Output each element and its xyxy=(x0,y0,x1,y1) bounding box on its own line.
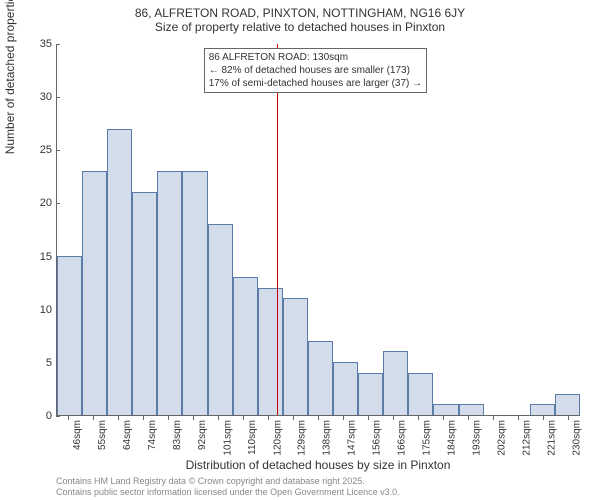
annotation-line3: 17% of semi-detached houses are larger (… xyxy=(209,77,422,90)
x-tick-mark xyxy=(193,416,194,420)
bar xyxy=(283,298,308,415)
x-tick-mark xyxy=(318,416,319,420)
x-tick-mark xyxy=(418,416,419,420)
y-axis: 05101520253035 xyxy=(0,44,56,416)
x-tick-mark xyxy=(343,416,344,420)
bar xyxy=(258,288,283,415)
bar xyxy=(333,362,358,415)
x-tick-label: 64sqm xyxy=(122,420,133,450)
x-tick-mark xyxy=(93,416,94,420)
bar xyxy=(433,404,458,415)
annotation-line1: 86 ALFRETON ROAD: 130sqm xyxy=(209,51,422,64)
y-tick-label: 15 xyxy=(40,251,52,263)
x-tick-mark xyxy=(518,416,519,420)
footer-attribution: Contains HM Land Registry data © Crown c… xyxy=(56,476,400,498)
x-tick-mark xyxy=(493,416,494,420)
x-tick-mark xyxy=(268,416,269,420)
x-tick-label: 147sqm xyxy=(347,420,358,456)
marker-line xyxy=(277,44,278,415)
x-tick-label: 166sqm xyxy=(397,420,408,456)
x-tick-mark xyxy=(543,416,544,420)
bar xyxy=(358,373,383,415)
x-tick-label: 138sqm xyxy=(322,420,333,456)
bar xyxy=(132,192,157,415)
x-tick-mark xyxy=(168,416,169,420)
x-tick-mark xyxy=(368,416,369,420)
x-tick-label: 83sqm xyxy=(172,420,183,450)
x-tick-mark xyxy=(568,416,569,420)
y-tick-label: 25 xyxy=(40,144,52,156)
bar xyxy=(459,404,484,415)
x-tick-label: 156sqm xyxy=(372,420,383,456)
chart-titles: 86, ALFRETON ROAD, PINXTON, NOTTINGHAM, … xyxy=(0,0,600,38)
bar xyxy=(555,394,580,415)
x-tick-label: 193sqm xyxy=(472,420,483,456)
x-tick-label: 212sqm xyxy=(522,420,533,456)
x-tick-mark xyxy=(68,416,69,420)
plot-area: 86 ALFRETON ROAD: 130sqm ← 82% of detach… xyxy=(56,44,580,416)
x-tick-label: 120sqm xyxy=(272,420,283,456)
bar xyxy=(182,171,207,415)
footer-line2: Contains public sector information licen… xyxy=(56,487,400,498)
x-tick-mark xyxy=(293,416,294,420)
y-tick-label: 20 xyxy=(40,197,52,209)
x-tick-label: 46sqm xyxy=(72,420,83,450)
x-tick-mark xyxy=(218,416,219,420)
y-tick-label: 5 xyxy=(46,357,52,369)
x-tick-mark xyxy=(143,416,144,420)
x-tick-mark xyxy=(243,416,244,420)
x-tick-label: 92sqm xyxy=(197,420,208,450)
x-tick-label: 230sqm xyxy=(572,420,583,456)
bar xyxy=(107,129,132,415)
x-tick-mark xyxy=(118,416,119,420)
bar xyxy=(57,256,82,415)
bar xyxy=(82,171,107,415)
bar xyxy=(530,404,555,415)
x-tick-mark xyxy=(393,416,394,420)
bars-group xyxy=(57,44,580,415)
chart-container: 86, ALFRETON ROAD, PINXTON, NOTTINGHAM, … xyxy=(0,0,600,500)
y-tick-label: 10 xyxy=(40,304,52,316)
x-tick-label: 101sqm xyxy=(222,420,233,456)
x-tick-label: 74sqm xyxy=(147,420,158,450)
x-tick-label: 129sqm xyxy=(297,420,308,456)
x-tick-label: 55sqm xyxy=(97,420,108,450)
x-tick-label: 202sqm xyxy=(497,420,508,456)
y-tick-label: 35 xyxy=(40,38,52,50)
bar xyxy=(408,373,433,415)
bar xyxy=(308,341,333,415)
bar xyxy=(383,351,408,415)
annotation-box: 86 ALFRETON ROAD: 130sqm ← 82% of detach… xyxy=(204,48,427,93)
y-tick-label: 30 xyxy=(40,91,52,103)
footer-line1: Contains HM Land Registry data © Crown c… xyxy=(56,476,400,487)
x-tick-mark xyxy=(443,416,444,420)
x-tick-mark xyxy=(468,416,469,420)
bar xyxy=(233,277,258,415)
annotation-line2: ← 82% of detached houses are smaller (17… xyxy=(209,64,422,77)
x-tick-label: 221sqm xyxy=(547,420,558,456)
bar xyxy=(157,171,182,415)
x-axis-label: Distribution of detached houses by size … xyxy=(56,458,580,472)
x-tick-label: 110sqm xyxy=(247,420,258,455)
title-address: 86, ALFRETON ROAD, PINXTON, NOTTINGHAM, … xyxy=(0,6,600,20)
x-tick-label: 184sqm xyxy=(447,420,458,456)
y-tick-label: 0 xyxy=(46,410,52,422)
x-tick-label: 175sqm xyxy=(422,420,433,456)
title-subtitle: Size of property relative to detached ho… xyxy=(0,20,600,34)
bar xyxy=(208,224,233,415)
